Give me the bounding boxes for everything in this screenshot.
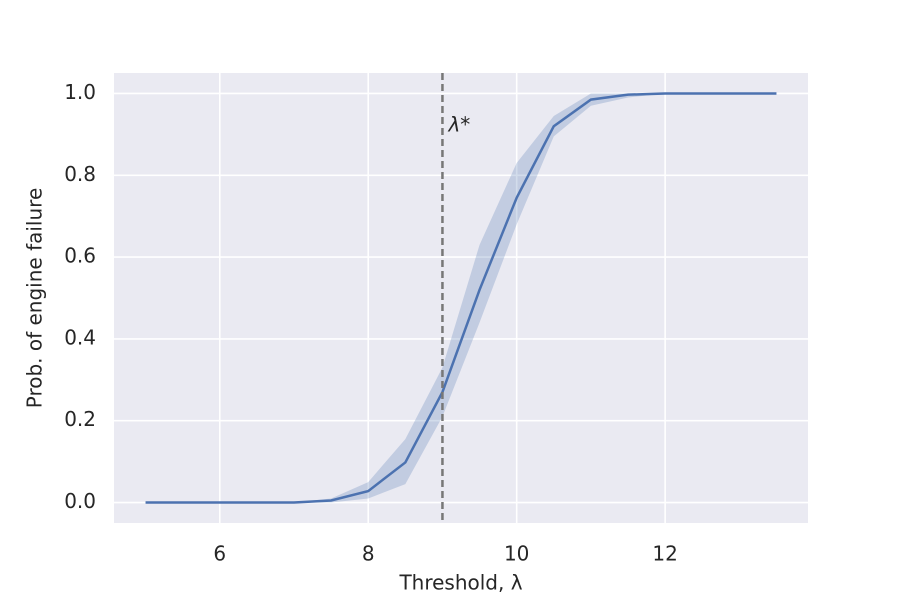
y-tick-label: 0.2 (64, 407, 96, 431)
y-tick-label: 0.8 (64, 162, 96, 186)
line (145, 92, 777, 504)
x-tick-label: 10 (504, 542, 529, 566)
y-tick-label: 0.4 (64, 325, 96, 349)
x-tick-label: 6 (213, 542, 226, 566)
y-axis-label: Prob. of engine failure (23, 188, 47, 409)
x-tick-label: 8 (362, 542, 375, 566)
y-tick-label: 0.6 (64, 244, 96, 268)
plot-area (114, 73, 808, 523)
x-tick-label: 12 (652, 542, 677, 566)
x-axis-label: Threshold, λ (398, 571, 522, 595)
annotation: λ* (447, 113, 470, 137)
y-tick-label: 0.0 (64, 489, 96, 513)
y-tick-label: 1.0 (64, 80, 96, 104)
